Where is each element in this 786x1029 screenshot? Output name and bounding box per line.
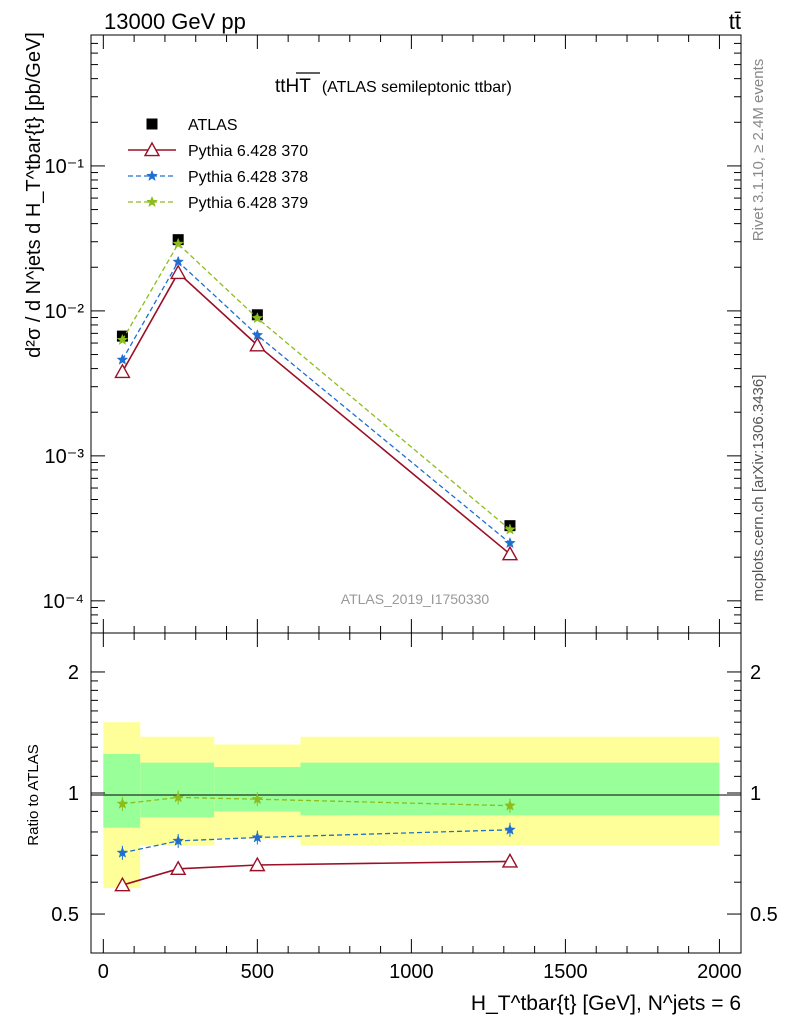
xtick-label: 500 [241,961,274,983]
mcplots-label: mcplots.cern.ch [arXiv:1306.3436] [750,375,767,602]
ratio-ytick-label-left: 1 [68,783,79,805]
ratio-ytick-label-left: 0.5 [51,904,79,926]
ratio-ylabel: Ratio to ATLAS [25,744,42,845]
ratio-panel: 0.5 0.5 1 1 2 2 Ratio to ATLAS [25,632,778,954]
main-title-main: ttHT [275,76,311,97]
ratio-point-pythia-6-428-379 [251,793,264,805]
ratio-point-pythia-6-428-379 [172,791,185,803]
main-ytick-label: 10⁻¹ [45,156,85,178]
ratio-point-pythia-6-428-378 [172,834,185,846]
main-point-pythia-6-428-370 [249,336,266,352]
main-axis-ticks [91,34,741,634]
ratio-ytick-label-left: 2 [68,662,79,684]
ratio-axis-ticks [91,633,741,954]
main-point-pythia-6-428-379 [116,333,129,346]
main-title-sub: (ATLAS semileptonic ttbar) [322,79,512,96]
xtick-label: 1000 [389,961,434,983]
main-point-pythia-6-428-379 [251,312,264,324]
main-line-pythia-6-428-378 [121,260,511,544]
ratio-ytick-label-right: 0.5 [750,904,778,926]
main-point-pythia-6-428-370 [114,363,131,379]
main-ytick-label: 10⁻³ [45,446,85,468]
main-point-pythia-6-428-378 [251,328,264,341]
watermark: ATLAS_2019_I1750330 [341,591,490,607]
ratio-ytick-label-right: 1 [750,783,761,805]
legend-marker-pythia-6-428-379 [146,195,158,208]
ratio-series [114,790,519,892]
ratio-band-inner [140,762,215,818]
ratio-point-pythia-6-428-370 [501,852,519,868]
rivet-label: Rivet 3.1.10, ≥ 2.4M events [750,59,767,242]
ratio-line-pythia-6-428-379 [122,796,511,807]
main-point-pythia-6-428-378 [116,353,129,365]
legend-label-pythia-6-428-379: Pythia 6.428 379 [188,195,308,212]
xtick-label: 0 [98,961,109,983]
main-point-pythia-6-428-370 [169,264,187,280]
legend-label-pythia-6-428-370: Pythia 6.428 370 [188,143,308,160]
header-left: 13000 GeV pp [104,9,246,34]
main-point-pythia-6-428-378 [172,255,185,267]
xtick-label: 2000 [697,961,742,983]
header-right: tt̄ [729,9,741,34]
ratio-line-pythia-6-428-370 [122,860,511,886]
main-point-pythia-6-428-370 [501,545,519,561]
legend-label-atlas: ATLAS [188,117,238,134]
legend: ATLAS Pythia 6.428 370 Pythia 6.428 378 Pyt… [128,117,308,212]
legend-marker-atlas [146,118,158,130]
main-ylabel: d²σ / d N^jets d H_T^tbar{t} [pb/GeV] [23,32,45,358]
ratio-line-pythia-6-428-378 [122,829,511,854]
ratio-ytick-label-right: 2 [750,662,761,684]
xaxis-label: H_T^tbar{t} [GeV], N^jets = 6 [471,992,741,1015]
main-point-pythia-6-428-379 [504,523,516,535]
ratio-point-pythia-6-428-379 [116,797,129,809]
ratio-point-pythia-6-428-370 [114,876,131,892]
ratio-point-pythia-6-428-379 [504,799,516,811]
main-series [114,234,519,561]
main-point-pythia-6-428-379 [172,237,185,249]
ratio-band-inner [103,754,141,828]
main-point-pythia-6-428-378 [504,536,516,549]
main-line-pythia-6-428-370 [121,271,511,555]
ratio-ytick-labels: 0.5 0.5 1 1 2 2 [51,662,778,926]
ratio-point-pythia-6-428-370 [169,860,187,876]
main-ytick-label: 10⁻⁴ [43,591,84,613]
main-panel: ttHT (ATLAS semileptonic ttbar) ATLAS_20… [23,32,742,634]
ratio-point-pythia-6-428-378 [116,846,129,858]
main-ytick-labels: 10⁻⁴ 10⁻³ 10⁻² 10⁻¹ [43,156,85,613]
legend-label-pythia-6-428-378: Pythia 6.428 378 [188,169,308,186]
xtick-labels: 0 500 1000 1500 2000 [98,961,742,983]
ratio-point-pythia-6-428-378 [504,823,516,835]
main-ytick-label: 10⁻² [45,301,85,323]
ratio-point-pythia-6-428-370 [249,856,266,872]
legend-marker-pythia-6-428-370 [143,141,161,157]
ratio-point-pythia-6-428-378 [251,831,264,843]
xtick-label: 1500 [543,961,588,983]
legend-marker-pythia-6-428-378 [146,169,158,182]
main-title: ttHT (ATLAS semileptonic ttbar) [275,76,512,97]
main-line-pythia-6-428-379 [121,242,511,531]
